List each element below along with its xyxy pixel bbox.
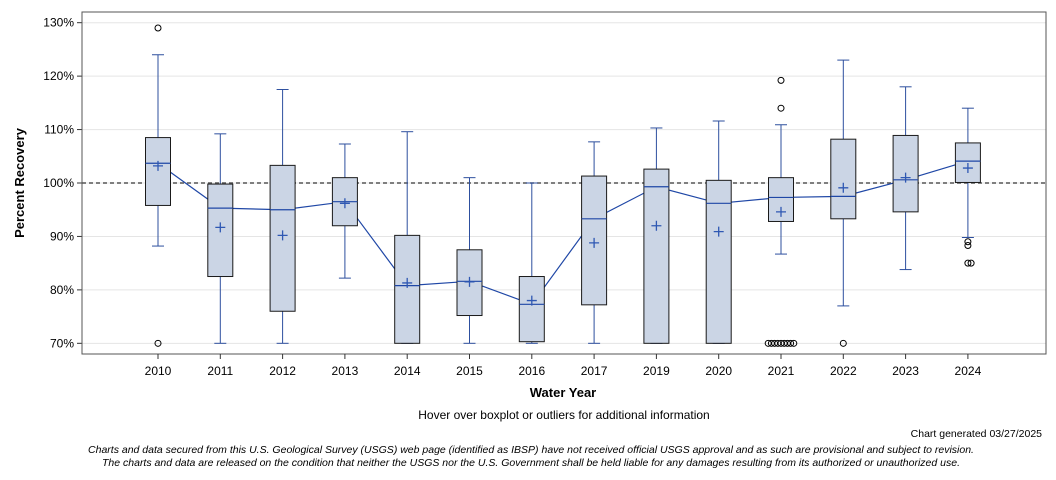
mean-marker bbox=[464, 276, 475, 287]
mean-marker bbox=[962, 163, 973, 174]
box-iqr bbox=[394, 234, 421, 344]
outlier-point bbox=[767, 339, 775, 347]
outlier-point bbox=[764, 339, 772, 347]
outlier-point bbox=[154, 24, 162, 32]
x-tick-label: 2010 bbox=[145, 364, 172, 378]
x-tick-label: 2017 bbox=[581, 364, 608, 378]
plot-frame bbox=[81, 11, 1047, 355]
mean-marker bbox=[900, 172, 911, 183]
x-tick-label: 2015 bbox=[456, 364, 483, 378]
boxes-group bbox=[145, 24, 981, 347]
outlier-point bbox=[787, 339, 795, 347]
outlier-point bbox=[777, 104, 785, 112]
box-2023 bbox=[892, 86, 919, 271]
x-tick-label: 2024 bbox=[955, 364, 982, 378]
x-tick-label: 2023 bbox=[892, 364, 919, 378]
disclaimer-line-1: Charts and data secured from this U.S. G… bbox=[88, 444, 974, 456]
box-2011 bbox=[207, 133, 234, 344]
box-2017 bbox=[581, 141, 608, 344]
hover-note: Hover over boxplot or outliers for addit… bbox=[418, 408, 710, 422]
box-2013 bbox=[331, 143, 358, 279]
outlier-point bbox=[964, 259, 972, 267]
y-tick-label: 80% bbox=[50, 283, 74, 297]
grid-lines bbox=[82, 22, 1046, 344]
box-iqr bbox=[954, 142, 981, 183]
mean-marker bbox=[277, 230, 288, 241]
y-tick-label: 120% bbox=[43, 69, 74, 83]
mean-marker bbox=[838, 182, 849, 193]
x-tick-label: 2016 bbox=[518, 364, 545, 378]
y-tick-label: 110% bbox=[44, 123, 74, 137]
box-2020 bbox=[705, 120, 732, 344]
outlier-point bbox=[964, 242, 972, 250]
chart-generated-date: Chart generated 03/27/2025 bbox=[910, 428, 1042, 440]
outlier-point bbox=[839, 339, 847, 347]
x-tick-label: 2019 bbox=[643, 364, 670, 378]
outlier-point bbox=[967, 259, 975, 267]
box-iqr bbox=[643, 168, 670, 344]
box-2021 bbox=[764, 76, 798, 347]
mean-marker bbox=[402, 277, 413, 288]
x-tick-label: 2022 bbox=[830, 364, 857, 378]
x-tick-label: 2012 bbox=[269, 364, 296, 378]
y-tick-label: 70% bbox=[50, 336, 74, 350]
x-axis-title: Water Year bbox=[530, 385, 597, 400]
outlier-point bbox=[154, 339, 162, 347]
mean-marker bbox=[215, 222, 226, 233]
mean-marker bbox=[339, 198, 350, 209]
box-iqr bbox=[518, 276, 545, 343]
y-tick-label: 90% bbox=[50, 229, 74, 243]
box-iqr bbox=[705, 179, 732, 344]
mean-marker bbox=[651, 220, 662, 231]
box-iqr bbox=[830, 138, 857, 220]
axes-group: 70% 80% 90% 100% 110% 120% 130% 2010 2011 2012 201… bbox=[43, 11, 1047, 378]
x-tick-label: 2013 bbox=[332, 364, 359, 378]
box-2024 bbox=[954, 107, 981, 267]
box-2015 bbox=[456, 177, 483, 344]
box-2010 bbox=[145, 24, 171, 347]
mean-marker bbox=[153, 160, 163, 171]
x-tick-label: 2011 bbox=[207, 364, 233, 378]
x-tick-label: 2020 bbox=[705, 364, 732, 378]
box-2019 bbox=[643, 127, 670, 344]
x-tick-label: 2021 bbox=[768, 364, 795, 378]
disclaimer-line-2: The charts and data are released on the … bbox=[102, 457, 960, 469]
y-tick-label: 130% bbox=[43, 16, 74, 30]
outlier-point bbox=[964, 238, 972, 246]
box-2016 bbox=[518, 182, 545, 344]
mean-marker bbox=[713, 226, 724, 237]
y-axis-title: Percent Recovery bbox=[12, 127, 27, 238]
y-tick-label: 100% bbox=[43, 176, 74, 190]
box-2022 bbox=[830, 59, 857, 347]
box-2012 bbox=[269, 88, 296, 344]
mean-marker bbox=[589, 237, 600, 248]
x-tick-label: 2014 bbox=[394, 364, 421, 378]
box-iqr bbox=[145, 137, 171, 206]
outlier-point bbox=[777, 76, 785, 84]
box-2014 bbox=[394, 131, 421, 344]
mean-marker bbox=[776, 206, 786, 217]
mean-marker bbox=[526, 295, 537, 306]
outlier-point bbox=[790, 339, 798, 347]
